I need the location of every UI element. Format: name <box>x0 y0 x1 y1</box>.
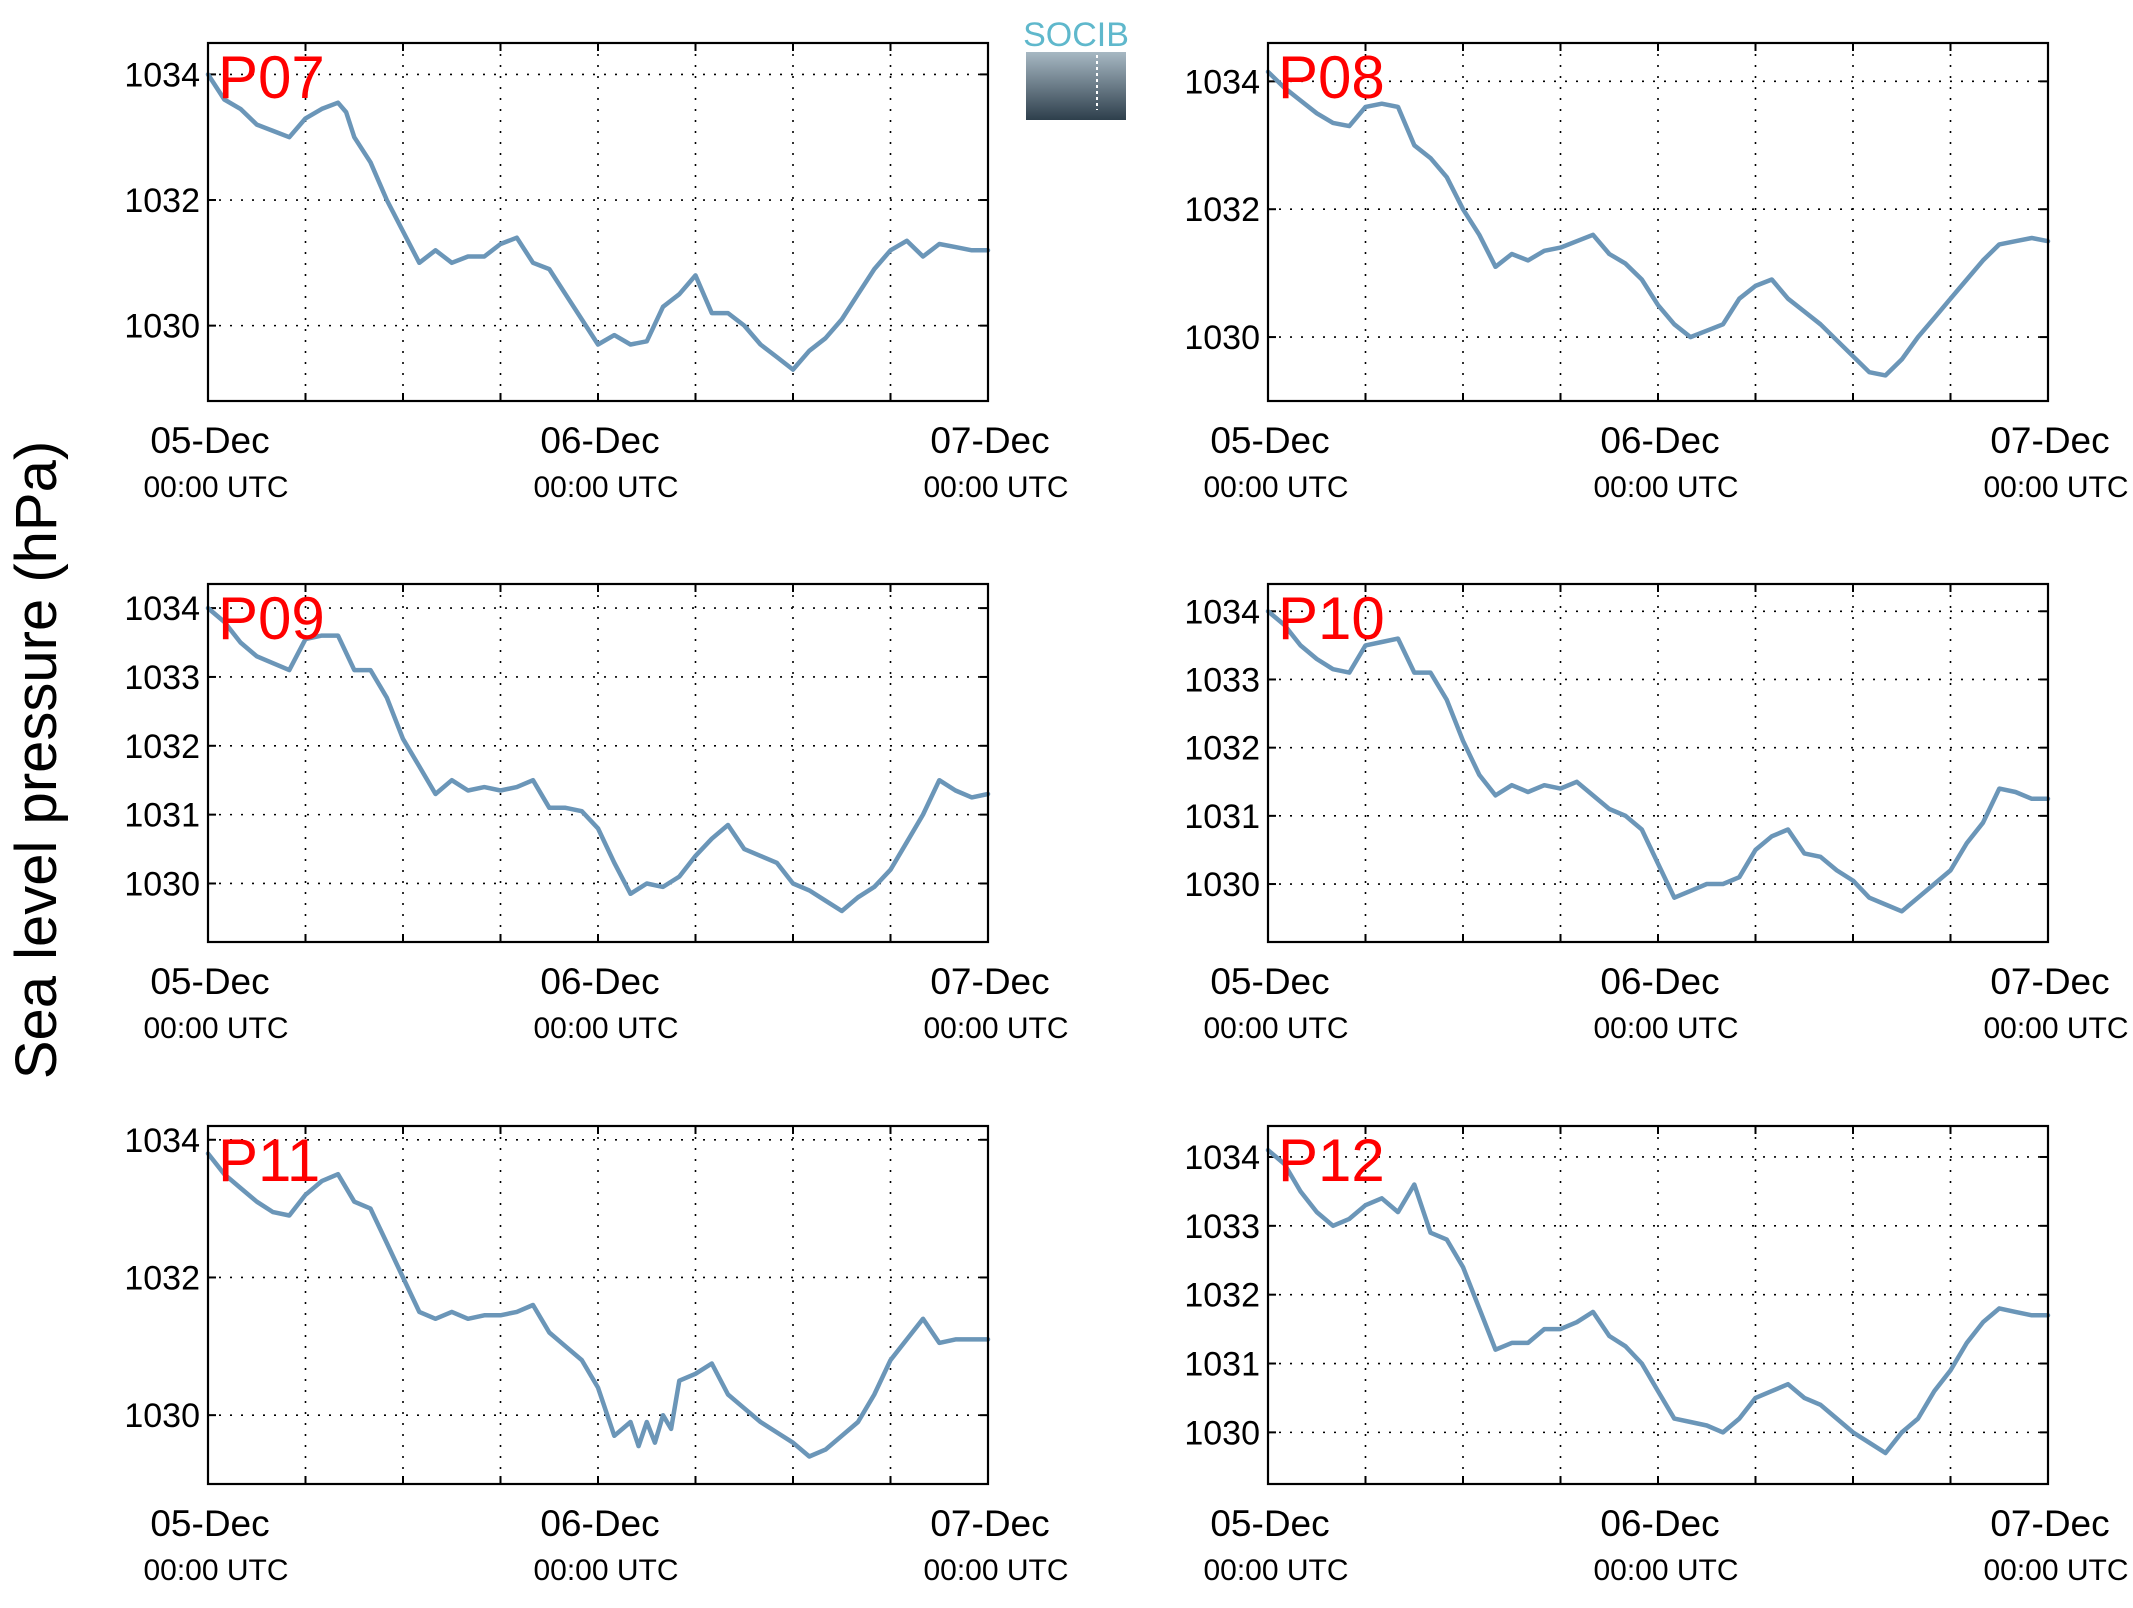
y-tick-label: 1030 <box>124 1397 200 1435</box>
x-tick-time: 00:00 UTC <box>923 471 1068 504</box>
x-tick-date: 05-Dec <box>150 420 269 461</box>
y-tick-label: 1030 <box>124 865 200 903</box>
x-tick-time: 00:00 UTC <box>1983 1012 2128 1045</box>
plot-frame <box>206 1124 990 1486</box>
x-tick-date: 06-Dec <box>1600 1503 1719 1544</box>
x-tick-date: 07-Dec <box>930 961 1049 1002</box>
x-tick-time: 00:00 UTC <box>923 1012 1068 1045</box>
y-tick-label: 1030 <box>1184 1414 1260 1452</box>
y-tick-label: 1031 <box>124 797 200 835</box>
x-tick-date: 07-Dec <box>930 1503 1049 1544</box>
x-tick-time: 00:00 UTC <box>1983 1554 2128 1587</box>
y-tick-label: 1033 <box>1184 661 1260 699</box>
x-tick-date: 05-Dec <box>1210 1503 1329 1544</box>
panel-title: P11 <box>218 1127 320 1194</box>
plot-frame <box>206 582 990 944</box>
socib-logo: SOCIB <box>1023 16 1129 120</box>
y-axis-label: Sea level pressure (hPa) <box>4 441 69 1079</box>
x-tick-date: 05-Dec <box>150 1503 269 1544</box>
panel-title: P07 <box>218 44 325 111</box>
x-tick-date: 07-Dec <box>1990 961 2109 1002</box>
plot-frame <box>1266 41 2050 403</box>
x-tick-time: 00:00 UTC <box>533 1012 678 1045</box>
x-tick-time: 00:00 UTC <box>533 471 678 504</box>
x-tick-time: 00:00 UTC <box>143 471 288 504</box>
y-tick-label: 1032 <box>1184 730 1260 768</box>
x-tick-date: 06-Dec <box>540 961 659 1002</box>
x-tick-date: 05-Dec <box>150 961 269 1002</box>
panel-title: P09 <box>218 585 325 652</box>
y-tick-label: 1034 <box>1184 593 1260 631</box>
y-tick-label: 1030 <box>124 308 200 346</box>
x-tick-time: 00:00 UTC <box>1203 1554 1348 1587</box>
y-tick-label: 1032 <box>124 1259 200 1297</box>
logo-text: SOCIB <box>1023 16 1129 54</box>
x-tick-date: 06-Dec <box>540 1503 659 1544</box>
x-tick-time: 00:00 UTC <box>143 1012 288 1045</box>
series-line-p07 <box>205 72 991 372</box>
panel-p10: 1030 1031 1032 1033 1034 05-Dec 00:00 UTC 06-De… <box>1184 582 2129 1045</box>
x-tick-time: 00:00 UTC <box>1593 1554 1738 1587</box>
x-tick-time: 00:00 UTC <box>533 1554 678 1587</box>
series-line-p12 <box>1265 1147 2051 1456</box>
y-tick-label: 1031 <box>1184 1346 1260 1384</box>
y-tick-label: 1032 <box>1184 1277 1260 1315</box>
panel-p08: 1030 1032 1034 05-Dec 00:00 UTC 06-Dec 00:00 U… <box>1184 41 2129 504</box>
x-tick-date: 06-Dec <box>1600 961 1719 1002</box>
y-tick-label: 1030 <box>1184 319 1260 357</box>
y-tick-label: 1033 <box>1184 1208 1260 1246</box>
plot-frame <box>1266 582 2050 944</box>
logo-mark <box>1026 52 1126 120</box>
panel-p07: 1030 1032 1034 05-Dec 00:00 UTC 06-Dec 00:00 U… <box>124 41 1069 504</box>
x-tick-date: 07-Dec <box>930 420 1049 461</box>
y-tick-label: 1032 <box>1184 191 1260 229</box>
y-tick-label: 1034 <box>1184 1139 1260 1177</box>
panel-p11: 1030 1032 1034 05-Dec 00:00 UTC 06-Dec 00:00 U… <box>124 1122 1068 1587</box>
x-tick-time: 00:00 UTC <box>1983 471 2128 504</box>
y-tick-label: 1032 <box>124 728 200 766</box>
x-tick-date: 06-Dec <box>540 420 659 461</box>
panel-title: P10 <box>1278 585 1385 652</box>
x-tick-time: 00:00 UTC <box>1593 1012 1738 1045</box>
panel-title: P08 <box>1278 44 1385 111</box>
series-line-p09 <box>205 605 991 914</box>
panel-p09: 1030 1031 1032 1033 1034 05-Dec 00:00 UTC 06-De… <box>124 582 1069 1045</box>
x-tick-date: 05-Dec <box>1210 961 1329 1002</box>
x-tick-time: 00:00 UTC <box>143 1554 288 1587</box>
y-tick-label: 1032 <box>124 182 200 220</box>
plot-frame <box>1266 1124 2050 1486</box>
y-tick-label: 1034 <box>124 56 200 94</box>
series-line-p08 <box>1265 69 2051 378</box>
x-tick-date: 07-Dec <box>1990 1503 2109 1544</box>
series-line-p10 <box>1265 609 2051 914</box>
y-tick-label: 1031 <box>1184 798 1260 836</box>
x-tick-time: 00:00 UTC <box>923 1554 1068 1587</box>
series-line-p11 <box>205 1151 991 1459</box>
y-tick-label: 1034 <box>124 590 200 628</box>
x-tick-time: 00:00 UTC <box>1593 471 1738 504</box>
x-tick-time: 00:00 UTC <box>1203 471 1348 504</box>
x-tick-date: 07-Dec <box>1990 420 2109 461</box>
panel-title: P12 <box>1278 1127 1385 1194</box>
x-tick-date: 05-Dec <box>1210 420 1329 461</box>
panel-p12: 1030 1031 1032 1033 1034 05-Dec 00:00 UTC 06-De… <box>1184 1124 2129 1587</box>
x-tick-date: 06-Dec <box>1600 420 1719 461</box>
x-tick-time: 00:00 UTC <box>1203 1012 1348 1045</box>
y-tick-label: 1033 <box>124 659 200 697</box>
y-tick-label: 1030 <box>1184 866 1260 904</box>
plot-frame <box>206 41 990 403</box>
y-tick-label: 1034 <box>1184 63 1260 101</box>
y-tick-label: 1034 <box>124 1122 200 1160</box>
